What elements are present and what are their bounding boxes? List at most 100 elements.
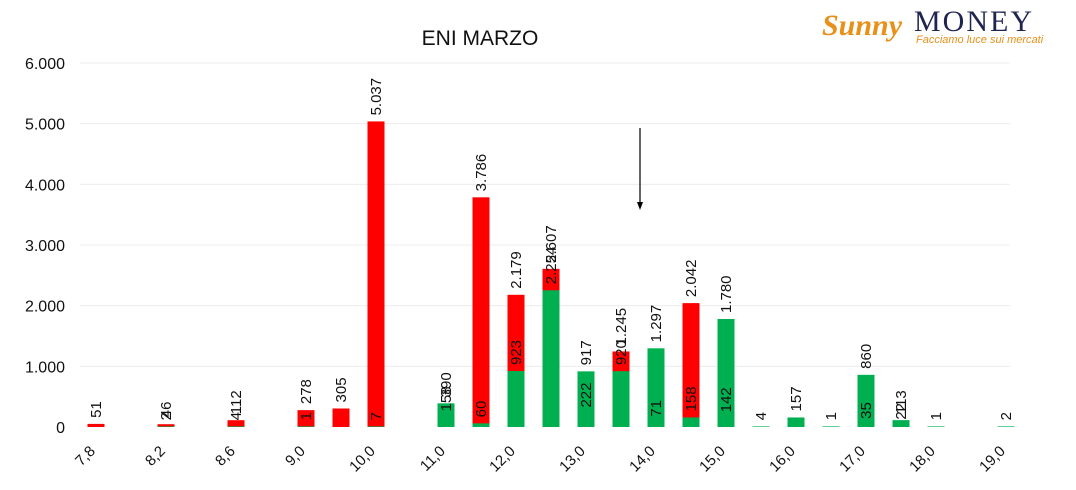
data-label: 46 (158, 402, 175, 419)
green-bar (507, 371, 525, 427)
red-bar (297, 410, 315, 427)
data-label: 1.297 (648, 305, 665, 343)
x-axis-ticks: 7,8 8,2 8,6 9,0 10,0 11,0 12,0 13,0 14,0 15,0 16,0… (72, 443, 1009, 476)
annotations (637, 128, 643, 210)
x-tick-label: 13,0 (556, 443, 589, 476)
data-label: 2 (998, 412, 1015, 420)
x-tick-label: 8,2 (142, 443, 169, 470)
data-label: 305 (333, 377, 350, 402)
green-bar (892, 420, 910, 427)
data-label: 142 (718, 387, 735, 412)
green-bar (542, 290, 560, 427)
green-bar (857, 424, 875, 427)
x-tick-label: 8,6 (212, 443, 239, 470)
data-label: 222 (578, 383, 595, 408)
red-bar (157, 424, 175, 427)
green-bar (822, 426, 840, 427)
green-bar (857, 374, 875, 427)
x-tick-label: 18,0 (906, 443, 939, 476)
x-tick-label: 7,8 (72, 443, 99, 470)
logo-money-text: MONEY (914, 5, 1034, 38)
data-label: 2.607 (543, 225, 560, 263)
green-bar (367, 426, 385, 427)
sunny-money-logo: Sunny MONEY Facciamo luce sui mercati (818, 6, 1058, 50)
data-label: 2.254 (543, 247, 560, 285)
green-bar (927, 426, 945, 427)
data-label: 1.780 (718, 275, 735, 313)
x-tick-label: 10,0 (346, 443, 379, 476)
x-tick-label: 19,0 (976, 443, 1009, 476)
data-label: 113 (893, 390, 910, 414)
x-tick-label: 14,0 (626, 443, 659, 476)
red-bar (227, 420, 245, 427)
x-tick-label: 16,0 (766, 443, 799, 476)
data-label: 1 (298, 412, 315, 420)
annotation-arrow-head (637, 202, 643, 210)
green-bar (647, 348, 665, 427)
data-label: 1 (928, 412, 945, 420)
logo-sunny-text: Sunny (822, 9, 903, 42)
y-tick-label: 6.000 (25, 56, 65, 73)
x-tick-label: 11,0 (417, 443, 449, 475)
data-label: 158 (438, 386, 455, 411)
data-label: 390 (438, 372, 455, 397)
red-bar (682, 303, 700, 427)
data-label: 1.245 (613, 308, 630, 346)
data-label: 71 (648, 400, 665, 417)
y-tick-label: 0 (56, 420, 65, 437)
data-label: 5.037 (368, 78, 385, 116)
data-label: 2.179 (508, 251, 525, 289)
y-tick-label: 5.000 (25, 117, 65, 134)
y-axis-ticks: 0 1.000 2.000 3.000 4.000 5.000 6.000 (25, 56, 65, 437)
x-tick-label: 12,0 (486, 443, 519, 476)
gridlines (80, 62, 1010, 367)
y-tick-label: 3.000 (25, 238, 65, 255)
green-bar (227, 426, 245, 427)
data-label: 158 (683, 386, 700, 411)
data-label: 923 (508, 340, 525, 365)
green-bar (472, 423, 490, 427)
data-label: 4 (228, 412, 245, 420)
data-label: 7 (368, 412, 385, 420)
y-tick-label: 1.000 (25, 359, 65, 376)
green-bar (787, 417, 805, 427)
data-label: 2.042 (683, 260, 700, 298)
y-tick-label: 4.000 (25, 177, 65, 194)
data-label: 2 (158, 412, 175, 420)
data-label: 35 (858, 402, 875, 419)
green-bar (437, 403, 455, 427)
data-label: 3.786 (473, 154, 490, 192)
x-tick-label: 9,0 (282, 443, 309, 470)
data-label: 278 (298, 379, 315, 404)
data-label: 60 (473, 401, 490, 418)
green-bar (612, 371, 630, 427)
red-bar (332, 408, 350, 427)
data-labels: 51 46 112 278 3055.0371583.7862.1792.6072221… (88, 78, 1015, 421)
green-bar (682, 417, 700, 427)
data-label: 860 (858, 344, 875, 369)
data-label: 917 (578, 340, 595, 365)
data-label: 157 (788, 386, 805, 411)
red-bar (367, 121, 385, 427)
green-bar (157, 426, 175, 427)
bars (87, 121, 1015, 427)
red-bar (87, 423, 105, 427)
red-bar (472, 197, 490, 427)
x-tick-label: 15,0 (696, 443, 729, 476)
data-label: 4 (753, 412, 770, 420)
green-bar (997, 426, 1015, 427)
green-bar (752, 426, 770, 427)
x-tick-label: 17,0 (836, 443, 869, 476)
data-label: 51 (88, 401, 105, 418)
data-label: 22 (893, 403, 910, 420)
green-bar (717, 319, 735, 427)
green-bar (297, 426, 315, 427)
chart-title: ENI MARZO (422, 27, 539, 50)
green-bar (577, 371, 595, 427)
y-tick-label: 2.000 (25, 299, 65, 316)
logo-tagline: Facciamo luce sui mercati (916, 34, 1044, 46)
data-label: 1 (823, 412, 840, 420)
data-label: 112 (228, 390, 245, 414)
data-label: 920 (613, 340, 630, 365)
